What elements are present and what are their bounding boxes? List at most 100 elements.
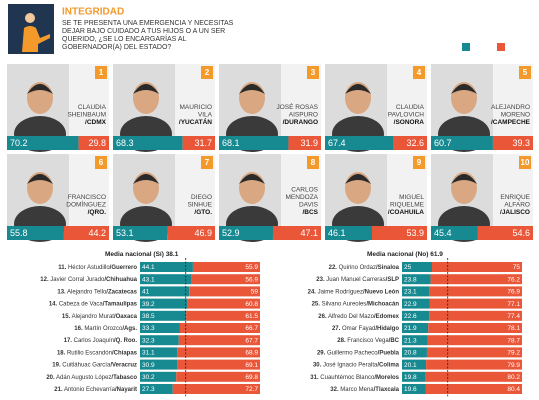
row-label: 26. Alfredo Del Mazo/Edomex [318,313,399,319]
row-label: 25. Silvano Aureoles/Michoacán [312,301,400,307]
value-yes: 25 [404,264,412,271]
bar-yes [402,286,430,297]
row-label: 24. Jaime Rodríguez/Nuevo León [308,289,400,295]
rank: 2 [205,68,210,77]
value-no: 47.1 [300,228,318,238]
rank-badge [307,156,319,169]
bar-yes [7,226,64,240]
row-rank: 21. [54,387,63,393]
value-yes: 45.4 [434,228,452,238]
rank: 8 [311,158,316,167]
ranking-list: Media nacional (Sí) 38.1 11. Héctor Astud… [40,251,260,397]
row-name: Quirino Ordaz [339,265,376,271]
value-yes: 20.1 [404,362,417,369]
mean-value: 38.1 [166,251,179,258]
bar-yes [402,359,427,370]
mean-label: Media nacional (No) 61.9 [367,251,443,258]
bar-yes [402,274,431,285]
card-name: ALFARO [504,202,530,209]
bar-no [176,371,260,382]
rank: 6 [99,158,104,167]
bar-yes [140,286,190,297]
row-state: /Zacatecas [106,289,137,295]
card-name: JOSÉ ROSAS [276,102,318,111]
bar-no [432,262,522,272]
value-no: 59 [251,289,259,296]
rank: 3 [311,68,316,77]
row-name: Cabeza de Vaca [59,301,104,307]
bar-yes [7,136,79,150]
row-label: 21. Antonio Echevarría/Nayarit [54,387,137,393]
value-no: 46.9 [194,228,212,238]
row-label: 29. Guillermo Pacheco/Puebla [317,350,400,356]
row-label: 28. Francisco Vega/BC [337,338,399,344]
bar-no [177,347,260,358]
bar-no [179,323,260,333]
card-name: ENRIQUE [500,194,530,201]
bar-no [428,323,522,333]
rank: 4 [417,68,422,77]
value-yes: 53.1 [116,228,134,238]
value-no: 61.5 [245,313,258,320]
row-label: 20. Adán Augusto López/Tabasco [46,374,137,380]
card-state: /CAMPECHE [491,119,531,126]
value-no: 56.9 [245,276,258,283]
bar-no [63,226,109,240]
mean-label: Media nacional (Sí) 38.1 [105,251,179,258]
value-yes: 31.1 [142,350,155,357]
value-no: 68.9 [245,350,258,357]
bar-yes [402,323,429,333]
bar-no [172,384,260,394]
row-state: /Tamaulipas [103,301,138,307]
rank-badge [95,156,107,169]
row-name: Javier Corral Jurado [50,277,105,283]
row-rank: 28. [337,338,346,344]
row-label: 23. Juan Manuel Carreras/SLP [316,277,399,283]
bar-yes [140,359,178,370]
row-rank: 13. [57,289,66,295]
value-yes: 19.6 [404,386,417,393]
photo-hair [239,174,265,184]
row-state: /Oaxaca [114,313,138,319]
value-yes: 43.1 [142,276,155,283]
row-rank: 22. [329,265,338,271]
card-state: /SONORA [394,119,425,126]
legend-yes [462,43,470,51]
card-name: ALEJANDRO [491,104,530,111]
bar-no [182,136,215,150]
icon-head [25,13,35,23]
row-name: Guillermo Pacheco [327,350,378,356]
photo-hair [27,84,53,94]
value-yes: 23.1 [404,289,417,296]
row-label: 19. Cuitláhuac García/Veracruz [52,362,137,368]
bar-yes [140,335,179,346]
photo-hair [27,174,53,184]
row-rank: 11. [58,265,66,271]
bar-no [272,226,321,240]
photo-hair [451,84,477,94]
bar-no [429,310,522,321]
bar-yes [402,262,432,272]
bar-no [430,274,522,285]
value-no: 80.4 [507,386,520,393]
value-no: 54.6 [512,228,530,238]
row-state: /Nayarit [115,387,137,393]
header-title: INTEGRIDAD [62,7,124,18]
row-rank: 32. [330,387,339,393]
value-no: 79.2 [507,350,520,357]
row-name: Jaime Rodríguez [318,289,363,295]
value-yes: 22.9 [404,301,417,308]
row-label: 16. Martín Orozco/Ags. [74,326,137,332]
bar-no [425,371,522,382]
card-state: /BCS [302,209,318,216]
rank-badge [413,66,425,79]
row-rank: 30. [313,362,322,368]
bar-no [191,274,260,285]
bar-yes [140,384,173,394]
row-label: 31. Cuauhtémoc Blanco/Morelos [310,374,399,380]
value-no: 72.7 [245,386,258,393]
rank-badge [307,66,319,79]
bar-yes [325,136,394,150]
